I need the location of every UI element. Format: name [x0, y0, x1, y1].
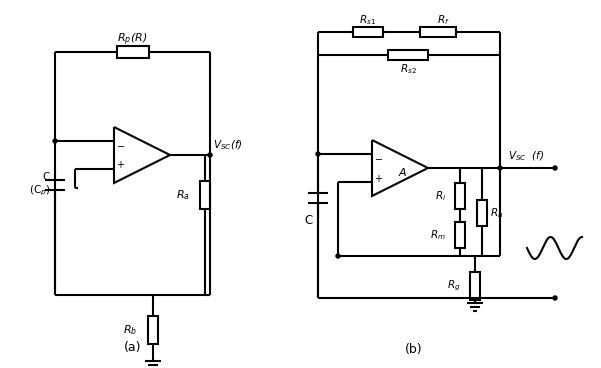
Circle shape: [53, 139, 57, 143]
Text: R$_g$: R$_g$: [447, 279, 461, 293]
Text: $-$: $-$: [117, 140, 126, 150]
Bar: [147, 316, 157, 344]
Text: $+$: $+$: [117, 159, 126, 170]
Text: $V_{SC}$(f): $V_{SC}$(f): [213, 138, 243, 152]
Circle shape: [336, 254, 340, 258]
Circle shape: [553, 166, 557, 170]
Bar: [200, 181, 210, 209]
Text: R$_{s2}$: R$_{s2}$: [400, 62, 416, 76]
Bar: [117, 46, 148, 58]
Circle shape: [498, 166, 502, 170]
Text: R$_b$: R$_b$: [123, 323, 138, 337]
Text: R$_f$: R$_f$: [436, 13, 450, 27]
Bar: [353, 27, 383, 37]
Bar: [477, 200, 487, 226]
Bar: [388, 50, 428, 60]
Bar: [455, 183, 465, 209]
Text: R$_p$(R): R$_p$(R): [117, 32, 148, 48]
Text: R$_n$: R$_n$: [490, 206, 504, 220]
Circle shape: [208, 153, 212, 157]
Bar: [455, 222, 465, 248]
Text: $V_{SC}$  (f): $V_{SC}$ (f): [508, 149, 545, 163]
Text: R$_a$: R$_a$: [176, 188, 190, 202]
Text: A: A: [398, 168, 406, 178]
Circle shape: [209, 153, 212, 156]
Text: $+$: $+$: [374, 173, 383, 184]
Text: C
(C$_p$): C (C$_p$): [29, 172, 50, 198]
Bar: [470, 272, 480, 300]
Text: (a): (a): [124, 342, 141, 354]
Text: (b): (b): [405, 343, 423, 357]
Circle shape: [553, 296, 557, 300]
Text: R$_{s1}$: R$_{s1}$: [359, 13, 377, 27]
Text: $-$: $-$: [374, 153, 383, 163]
Text: R$_i$: R$_i$: [435, 189, 446, 203]
Text: R$_m$: R$_m$: [430, 228, 446, 242]
Bar: [420, 27, 456, 37]
Circle shape: [316, 152, 320, 156]
Text: C: C: [305, 213, 313, 226]
